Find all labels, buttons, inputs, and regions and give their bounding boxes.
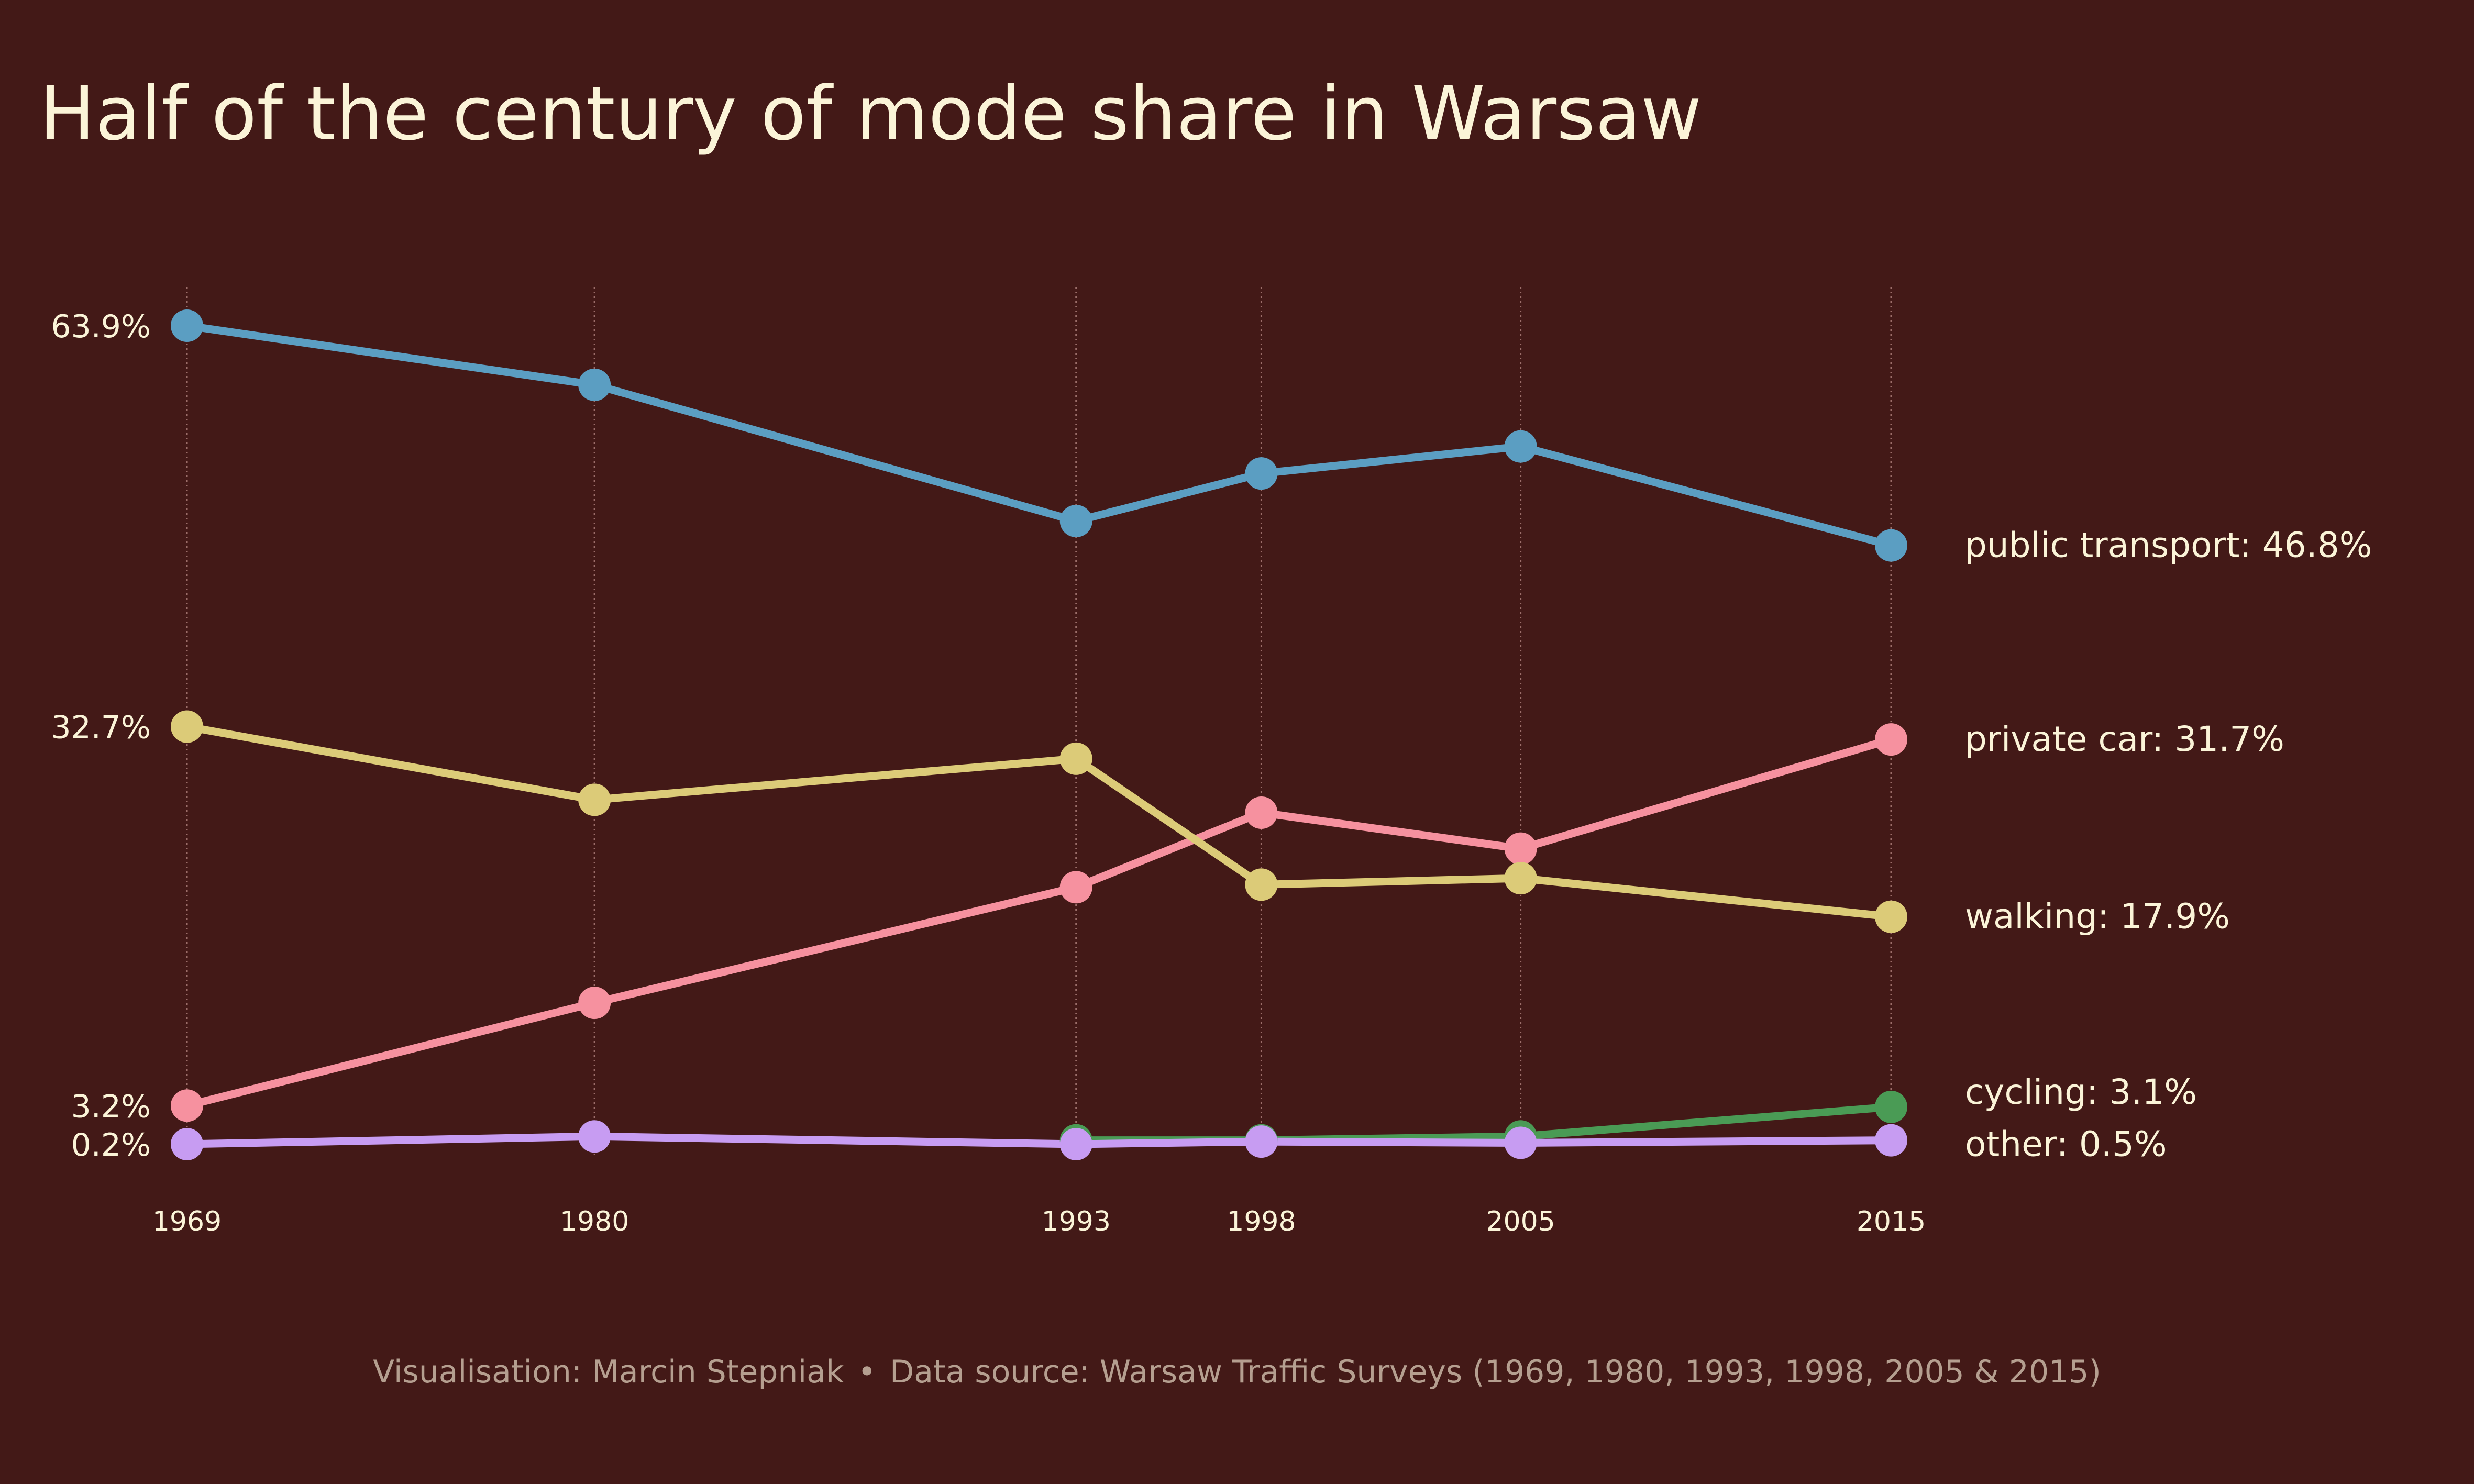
axis-and-end-labels: 1969 1980 1993 1998 2005 2015 63.9% 32.7% 3.2%0.… xyxy=(51,308,2372,1237)
point-walking-2015 xyxy=(1875,900,1907,933)
gridlines xyxy=(186,287,1892,1155)
point-private_car-2015 xyxy=(1875,723,1907,756)
footer-credits: Visualisation: Marcin Stepniak • Data sour… xyxy=(0,1354,2474,1390)
point-private_car-1969 xyxy=(171,1089,203,1122)
point-walking-1993 xyxy=(1059,742,1092,775)
point-other-2015 xyxy=(1875,1124,1907,1157)
series-line-walking xyxy=(183,723,1895,921)
end-label-public_transport: public transport: 46.8% xyxy=(1965,525,2372,566)
point-walking-1969 xyxy=(171,710,203,743)
point-other-2005 xyxy=(1504,1126,1537,1159)
end-label-walking: walking: 17.9% xyxy=(1965,896,2230,937)
point-public_transport-1969 xyxy=(171,309,203,342)
end-label-private_car: private car: 31.7% xyxy=(1965,719,2284,759)
point-private_car-1993 xyxy=(1059,871,1092,904)
series-line-other xyxy=(183,1132,1895,1148)
point-public_transport-2015 xyxy=(1875,529,1907,562)
x-tick-label: 1993 xyxy=(1042,1206,1111,1237)
point-cycling-2015 xyxy=(1875,1090,1907,1123)
point-private_car-1998 xyxy=(1245,796,1278,829)
end-label-other: other: 0.5% xyxy=(1965,1124,2167,1165)
credit-text: Visualisation: Marcin Stepniak xyxy=(373,1354,844,1390)
point-walking-2005 xyxy=(1504,862,1537,895)
y-tick-label: 63.9% xyxy=(51,308,151,345)
chart-title: Half of the century of mode share in War… xyxy=(39,71,1702,157)
point-private_car-2005 xyxy=(1504,832,1537,865)
y-tick-label: 32.7% xyxy=(51,710,151,746)
series-lines xyxy=(183,322,1895,1148)
point-public_transport-1993 xyxy=(1059,504,1092,537)
separator-dot: • xyxy=(857,1354,877,1390)
y-tick-label: 3.2% xyxy=(71,1088,151,1125)
point-public_transport-2005 xyxy=(1504,430,1537,463)
series-line-public_transport xyxy=(183,322,1895,550)
point-walking-1998 xyxy=(1245,868,1278,901)
y-tick-label: 0.2% xyxy=(71,1127,151,1164)
source-text: Data source: Warsaw Traffic Surveys (196… xyxy=(890,1354,2101,1390)
point-private_car-1980 xyxy=(578,987,611,1020)
point-walking-1980 xyxy=(578,783,611,816)
series-line-private_car xyxy=(183,735,1895,1110)
point-public_transport-1980 xyxy=(578,368,611,401)
point-other-1980 xyxy=(578,1120,611,1153)
series-points xyxy=(171,309,1907,1160)
series-line-cycling xyxy=(1072,1103,1895,1145)
x-tick-label: 1998 xyxy=(1227,1206,1296,1237)
x-tick-label: 1969 xyxy=(152,1206,222,1237)
point-other-1969 xyxy=(171,1128,203,1160)
end-label-cycling: cycling: 3.1% xyxy=(1965,1072,2197,1112)
point-public_transport-1998 xyxy=(1245,457,1278,490)
x-tick-label: 2015 xyxy=(1857,1206,1926,1237)
x-tick-label: 2005 xyxy=(1486,1206,1555,1237)
point-other-1998 xyxy=(1245,1125,1278,1158)
point-other-1993 xyxy=(1059,1128,1092,1160)
x-tick-label: 1980 xyxy=(560,1206,629,1237)
